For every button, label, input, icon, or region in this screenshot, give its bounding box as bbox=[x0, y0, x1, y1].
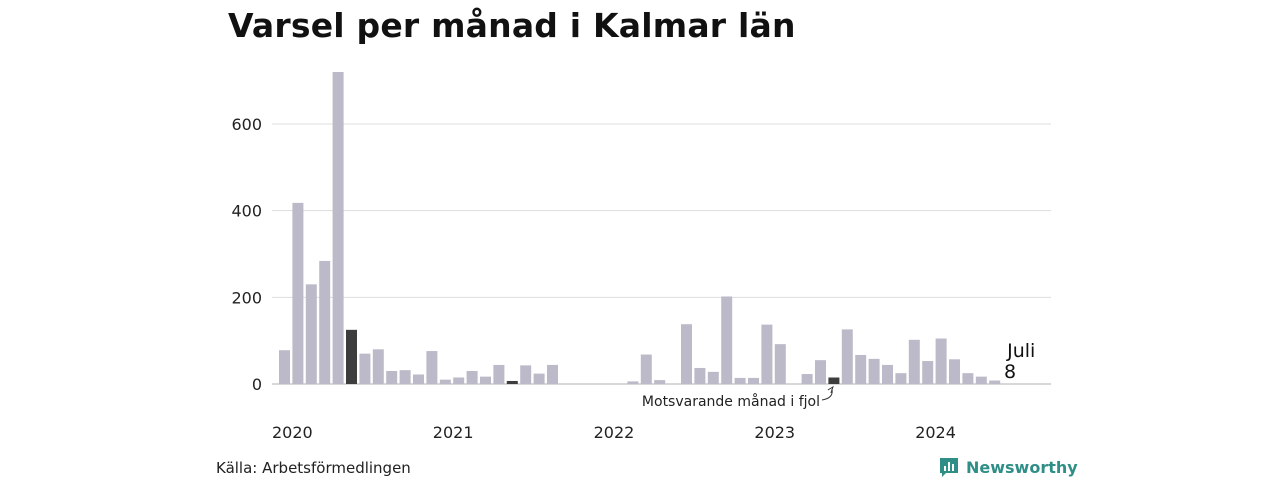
bar bbox=[949, 359, 960, 384]
bar bbox=[506, 380, 518, 384]
bar bbox=[721, 296, 733, 384]
bar bbox=[332, 72, 344, 384]
bar bbox=[520, 365, 532, 384]
bar bbox=[868, 358, 880, 384]
previous-year-label: Motsvarande månad i fjol bbox=[642, 393, 820, 410]
bar bbox=[493, 364, 505, 384]
bar bbox=[908, 339, 920, 384]
bar bbox=[962, 373, 974, 384]
x-tick-label: 2020 bbox=[272, 423, 313, 442]
bar-chart-logo-icon bbox=[938, 456, 960, 478]
x-tick-label: 2021 bbox=[433, 423, 474, 442]
bar bbox=[828, 377, 840, 384]
brand-name: Newsworthy bbox=[966, 457, 1078, 477]
bar bbox=[774, 344, 786, 384]
bar bbox=[654, 380, 666, 384]
bar bbox=[439, 379, 451, 384]
current-value-label: 8 bbox=[1004, 361, 1016, 383]
bar bbox=[480, 376, 491, 384]
bar bbox=[640, 354, 652, 384]
bar bbox=[386, 371, 398, 384]
bar bbox=[359, 353, 371, 384]
bar bbox=[922, 361, 934, 384]
bar bbox=[292, 202, 304, 384]
y-tick-label: 400 bbox=[231, 202, 262, 221]
bar bbox=[707, 371, 719, 384]
y-tick-label: 600 bbox=[231, 115, 262, 134]
x-tick-label: 2023 bbox=[754, 423, 795, 442]
y-tick-label: 200 bbox=[231, 288, 262, 307]
bar bbox=[533, 373, 545, 384]
bar bbox=[815, 360, 826, 384]
y-tick-label: 0 bbox=[252, 375, 262, 394]
bar bbox=[841, 329, 853, 384]
x-tick-label: 2024 bbox=[915, 423, 956, 442]
bar bbox=[989, 380, 1001, 384]
bar bbox=[346, 329, 357, 384]
x-tick-label: 2022 bbox=[594, 423, 635, 442]
bar bbox=[413, 374, 424, 384]
bar bbox=[975, 376, 987, 384]
bar bbox=[748, 377, 759, 384]
bar bbox=[426, 351, 438, 384]
bar bbox=[453, 377, 465, 384]
bar bbox=[547, 364, 558, 384]
bar bbox=[761, 324, 773, 384]
newsworthy-logo[interactable]: Newsworthy bbox=[938, 456, 1078, 478]
chart-title: Varsel per månad i Kalmar län bbox=[228, 6, 796, 45]
bar bbox=[627, 381, 639, 384]
bar bbox=[399, 370, 411, 384]
bar bbox=[279, 350, 290, 384]
bar bbox=[681, 324, 692, 384]
bar bbox=[372, 349, 384, 384]
bar bbox=[319, 260, 331, 384]
bar bbox=[801, 374, 813, 384]
bar bbox=[694, 367, 706, 384]
bar bbox=[895, 373, 907, 384]
source-label: Källa: Arbetsförmedlingen bbox=[216, 459, 411, 477]
annotation-arrow bbox=[821, 388, 833, 401]
annotation-arrowhead bbox=[827, 385, 834, 394]
bar bbox=[734, 377, 746, 384]
bar bbox=[855, 354, 867, 384]
current-month-label: Juli bbox=[1006, 340, 1035, 362]
bar bbox=[882, 364, 893, 384]
bar bbox=[466, 371, 478, 384]
bar bbox=[935, 338, 947, 384]
bar bbox=[305, 284, 317, 384]
